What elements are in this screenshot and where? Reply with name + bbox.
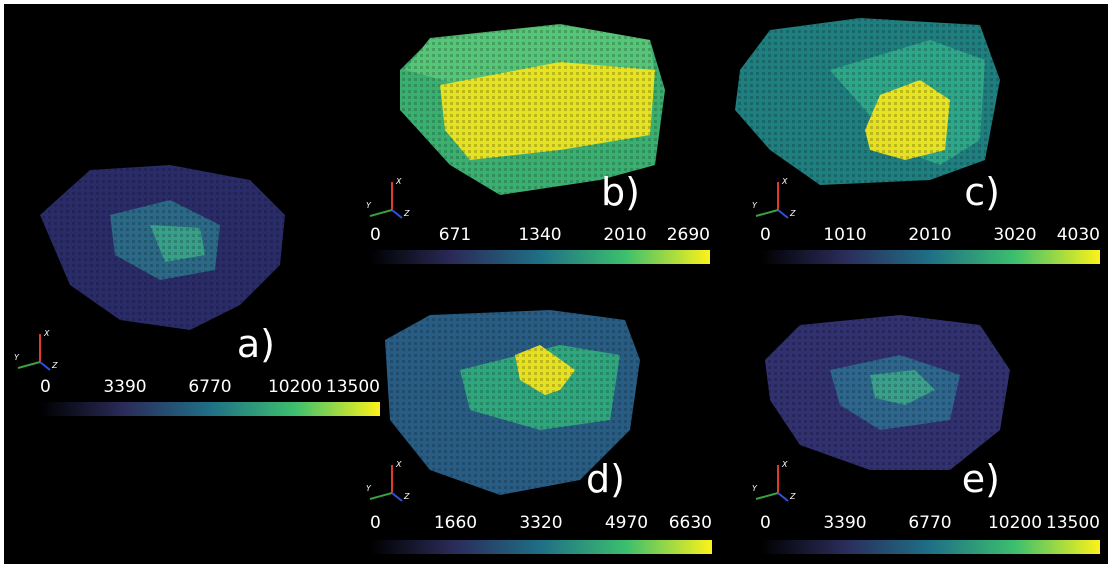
panel-label: e): [962, 457, 1000, 501]
colorbar: [370, 250, 710, 264]
colorbar-tick-label: 3020: [993, 225, 1036, 245]
axis-label: Z: [51, 361, 58, 370]
colorbar: [760, 540, 1100, 554]
colorbar-tick-label: 13500: [326, 377, 380, 397]
axis-label: X: [43, 329, 50, 338]
colorbar-tick-label: 2010: [603, 225, 646, 245]
axis-label: Z: [789, 209, 796, 218]
colorbar-tick-label: 3390: [103, 377, 146, 397]
colorbar-tick-label: 671: [439, 225, 471, 245]
panel-label: d): [586, 457, 625, 501]
colorbar-tick-label: 3320: [519, 513, 562, 533]
colorbar: [370, 540, 712, 554]
colorbar-tick-label: 13500: [1046, 513, 1100, 533]
axis-label: Z: [789, 492, 796, 501]
colorbar-tick-label: 1340: [518, 225, 561, 245]
panel-label: c): [964, 170, 1000, 214]
colorbar-tick-label: 4970: [605, 513, 648, 533]
colorbar-tick-label: 2010: [908, 225, 951, 245]
colorbar-tick-label: 1660: [434, 513, 477, 533]
panel-label: b): [601, 170, 640, 214]
colorbar-tick-label: 4030: [1057, 225, 1100, 245]
colorbar-tick-label: 2690: [667, 225, 710, 245]
axis-label: Z: [403, 209, 410, 218]
axis-label: X: [781, 177, 788, 186]
colorbar-tick-label: 1010: [823, 225, 866, 245]
colorbar-tick-label: 0: [370, 513, 381, 533]
panel-label: a): [237, 322, 275, 366]
colorbar: [760, 250, 1100, 264]
colorbar-tick-label: 0: [760, 513, 771, 533]
colorbar-tick-label: 10200: [268, 377, 322, 397]
axis-label: X: [395, 177, 402, 186]
colorbar: [40, 402, 380, 416]
colorbar-tick-label: 0: [370, 225, 381, 245]
colorbar-tick-label: 0: [40, 377, 51, 397]
colorbar-tick-label: 6770: [908, 513, 951, 533]
axis-label: Z: [403, 492, 410, 501]
axis-label: X: [781, 460, 788, 469]
colorbar-tick-label: 10200: [988, 513, 1042, 533]
colorbar-tick-label: 6770: [188, 377, 231, 397]
colorbar-tick-label: 0: [760, 225, 771, 245]
colorbar-tick-label: 3390: [823, 513, 866, 533]
figure: XYZa)0339067701020013500XYZb)06711340201…: [0, 0, 1112, 568]
colorbar-tick-label: 6630: [669, 513, 712, 533]
axis-label: X: [395, 460, 402, 469]
